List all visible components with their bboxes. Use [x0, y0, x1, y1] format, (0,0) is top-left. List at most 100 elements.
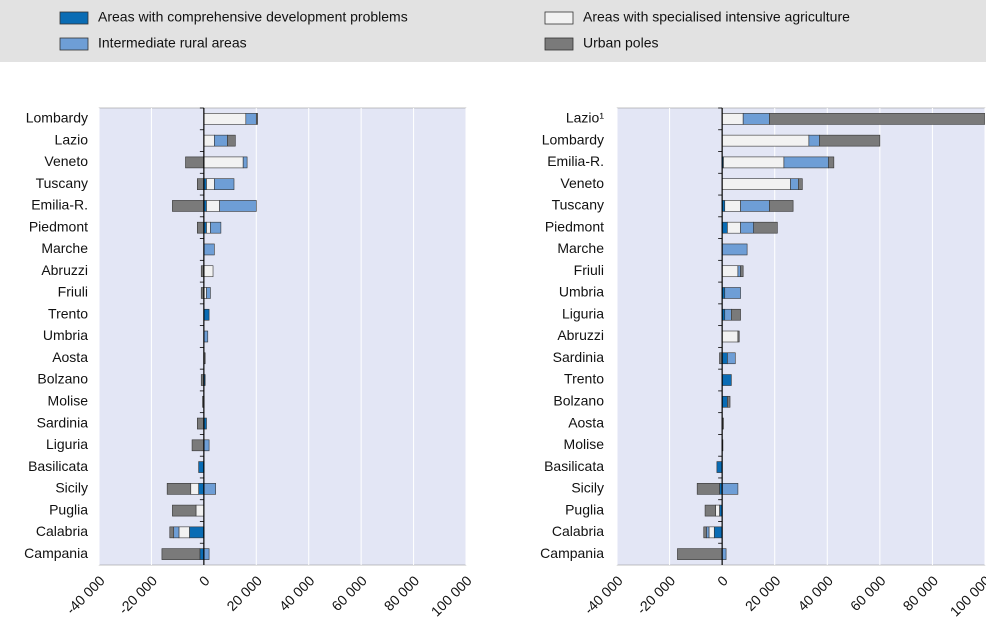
- bar: [203, 243, 215, 256]
- bar: [721, 483, 739, 495]
- bar: [727, 395, 731, 408]
- bar: [828, 156, 835, 169]
- y-tick-label: Puglia: [565, 501, 604, 517]
- legend-label: Urban poles: [583, 35, 659, 51]
- x-tick-label: 60 000: [847, 572, 889, 614]
- x-tick-label: 100 000: [428, 572, 475, 619]
- y-tick-label: Basilicata: [28, 458, 88, 474]
- bar: [723, 156, 785, 169]
- bar: [708, 526, 715, 539]
- bar: [769, 200, 794, 212]
- y-tick-label: Veneto: [560, 175, 604, 191]
- bar: [721, 265, 739, 278]
- y-tick-label: Marche: [557, 240, 604, 256]
- bar: [737, 265, 741, 278]
- bar: [173, 526, 180, 539]
- y-tick-label: Umbria: [559, 284, 604, 300]
- bar: [206, 221, 211, 234]
- y-tick-label: Lazio¹: [566, 110, 604, 126]
- bar: [721, 113, 744, 125]
- bar: [721, 330, 739, 343]
- y-tick-label: Campania: [540, 545, 604, 561]
- y-tick-label: Emilia-R.: [547, 153, 604, 169]
- y-tick-label: Piedmont: [29, 218, 88, 234]
- bar: [178, 526, 190, 539]
- x-tick-label: 40 000: [276, 572, 318, 614]
- bar: [203, 483, 216, 495]
- bar: [727, 221, 741, 234]
- bar: [255, 113, 258, 125]
- bar: [753, 221, 778, 234]
- bar: [245, 113, 257, 125]
- y-tick-label: Trento: [564, 371, 604, 387]
- bar: [696, 483, 720, 495]
- bar: [721, 178, 791, 190]
- y-tick-label: Molise: [564, 436, 605, 452]
- bar: [769, 113, 985, 125]
- legend-label: Areas with specialised intensive agricul…: [583, 9, 850, 25]
- bar: [783, 156, 829, 169]
- bar: [715, 504, 720, 517]
- legend-swatch: [544, 11, 574, 25]
- legend-swatch: [59, 37, 89, 51]
- bars: [677, 113, 985, 560]
- bar: [214, 178, 235, 190]
- bar: [203, 265, 214, 278]
- bar: [677, 548, 723, 560]
- bar: [724, 287, 741, 299]
- bar: [197, 417, 205, 430]
- bar: [203, 439, 210, 452]
- bar: [166, 483, 192, 495]
- bar: [706, 526, 710, 539]
- bar: [191, 439, 205, 452]
- y-tick-label: Aosta: [52, 349, 88, 365]
- y-tick-label: Sardinia: [37, 414, 89, 430]
- bar: [172, 504, 197, 517]
- bar: [203, 156, 244, 169]
- bar: [721, 352, 728, 365]
- y-tick-label: Trento: [48, 305, 88, 321]
- y-tick-label: Sardinia: [553, 349, 605, 365]
- y-tick-label: Umbria: [43, 327, 88, 343]
- bar: [206, 200, 220, 212]
- bar: [731, 308, 741, 321]
- y-tick-label: Bolzano: [37, 371, 88, 387]
- bar: [203, 548, 210, 560]
- bar: [721, 134, 810, 147]
- y-tick-label: Molise: [48, 392, 89, 408]
- bar: [713, 526, 723, 539]
- x-tick-label: 20 000: [742, 572, 784, 614]
- y-tick-label: Sicily: [55, 480, 88, 496]
- bar: [704, 504, 716, 517]
- bar: [197, 221, 205, 234]
- bar: [742, 113, 770, 125]
- legend-swatch: [544, 37, 574, 51]
- bar: [798, 178, 803, 190]
- x-tick-label: -20 000: [115, 572, 160, 617]
- bar: [819, 134, 881, 147]
- bar: [210, 221, 222, 234]
- y-tick-label: Puglia: [49, 501, 88, 517]
- bar: [721, 221, 728, 234]
- bar: [737, 330, 740, 343]
- legend-background: [0, 0, 986, 62]
- legend-label: Areas with comprehensive development pro…: [98, 9, 408, 25]
- y-tick-label: Friuli: [58, 284, 88, 300]
- bars: [161, 113, 258, 560]
- bar: [190, 483, 199, 495]
- y-tick-label: Veneto: [44, 153, 88, 169]
- y-tick-label: Tuscany: [36, 175, 88, 191]
- bar: [740, 265, 744, 278]
- y-tick-label: Tuscany: [552, 197, 604, 213]
- y-tick-label: Sicily: [571, 480, 604, 496]
- legend-swatch: [59, 11, 89, 25]
- y-tick-label: Lombardy: [26, 110, 88, 126]
- bar: [727, 352, 736, 365]
- bar: [185, 156, 205, 169]
- x-tick-label: -20 000: [633, 572, 678, 617]
- x-tick-label: 0: [714, 572, 731, 589]
- x-tick-label: -40 000: [63, 572, 108, 617]
- bar: [206, 178, 215, 190]
- y-tick-label: Campania: [24, 545, 88, 561]
- legend-label: Intermediate rural areas: [98, 35, 247, 51]
